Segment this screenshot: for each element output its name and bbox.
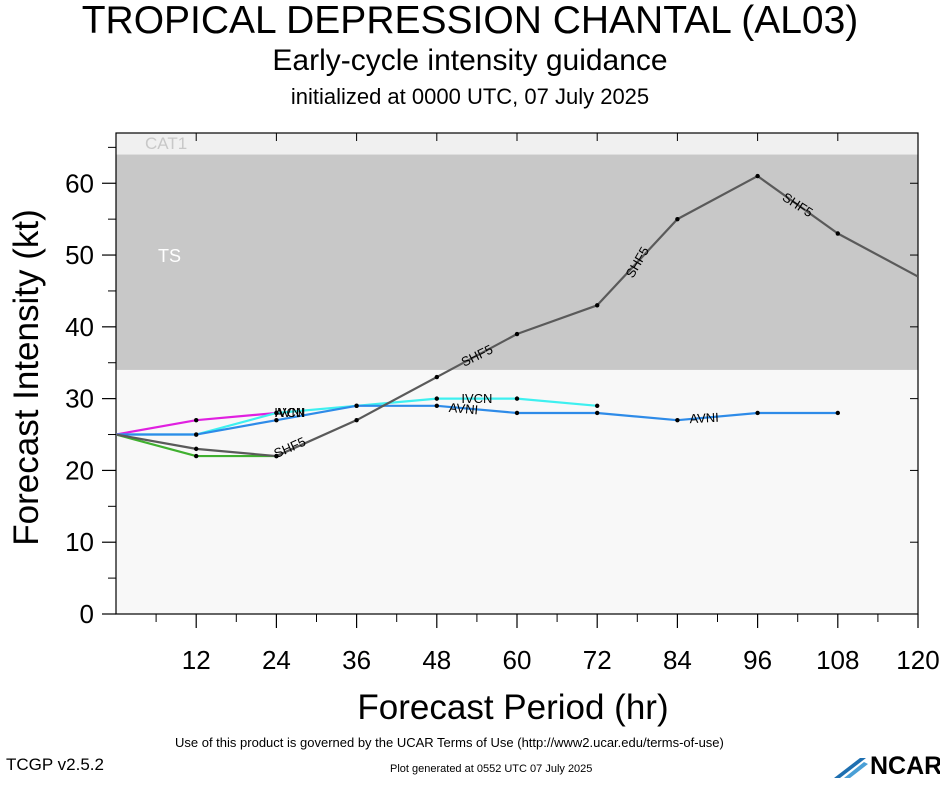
product-version: TCGP v2.5.2 — [6, 755, 104, 774]
data-point — [274, 453, 279, 459]
data-point — [434, 374, 439, 380]
series-line — [116, 404, 838, 436]
generated-time: Plot generated at 0552 UTC 07 July 2025 — [390, 763, 593, 775]
chart-subtitle: Early-cycle intensity guidance — [272, 44, 668, 77]
data-point — [194, 446, 199, 452]
line-label-ivcn: IVCN — [461, 391, 492, 406]
data-point — [835, 231, 840, 236]
terms-of-use-notice: Use of this product is governed by the U… — [175, 735, 724, 750]
line-label-avni: AVNI — [448, 400, 479, 418]
data-point — [675, 417, 680, 423]
line-label-text: IVCN — [461, 391, 492, 406]
y-tick-label: 60 — [65, 168, 94, 198]
data-point — [514, 396, 520, 401]
y-tick-label: 20 — [65, 455, 94, 485]
x-tick-label: 48 — [422, 645, 451, 675]
x-tick-label: 72 — [583, 645, 612, 675]
line-label-ivcn: IVCN — [274, 405, 305, 420]
data-point — [595, 303, 600, 308]
data-point — [194, 453, 199, 459]
line-label-avni: AVNI — [689, 410, 719, 427]
y-axis-title: Forecast Intensity (kt) — [7, 209, 46, 545]
data-point — [354, 417, 359, 423]
x-tick-label: 60 — [503, 645, 532, 675]
series-avni — [116, 403, 840, 437]
data-point — [274, 417, 279, 423]
x-tick-label: 12 — [182, 645, 211, 675]
band-ts — [116, 154, 918, 370]
x-tick-label: 108 — [816, 645, 859, 675]
y-tick-label: 10 — [65, 527, 94, 557]
band-cat1 — [116, 133, 918, 155]
data-point — [514, 410, 520, 416]
chart-init-time: initialized at 0000 UTC, 07 July 2025 — [290, 84, 650, 109]
y-axis: 0 10 20 30 40 50 60 — [65, 146, 918, 629]
ncar-logo-text: NCAR — [870, 752, 940, 780]
data-point — [194, 417, 199, 423]
x-tick-label: 84 — [663, 645, 692, 675]
line-label-avni: AVNI — [275, 405, 304, 420]
line-label-text: AVNI — [448, 400, 479, 418]
data-point — [434, 396, 439, 401]
data-point — [354, 403, 359, 409]
data-point — [595, 410, 600, 416]
data-point — [595, 403, 600, 409]
series-shf5 — [116, 173, 918, 459]
data-point — [514, 331, 520, 337]
x-tick-label: 24 — [262, 645, 291, 675]
data-point — [274, 410, 279, 416]
x-axis-title: Forecast Period (hr) — [357, 688, 668, 727]
line-label-text: AVNI — [689, 410, 719, 427]
data-point — [835, 410, 840, 416]
x-axis: 12 24 36 48 60 72 84 96 108 120 — [155, 133, 940, 675]
data-point — [755, 410, 760, 416]
line-label-text: IVCN — [274, 405, 305, 420]
y-tick-label: 40 — [65, 312, 94, 342]
ncar-logo-icon — [834, 758, 868, 778]
data-point — [755, 173, 760, 179]
y-tick-label: 30 — [65, 384, 94, 414]
ncar-logo: NCAR — [830, 752, 940, 780]
band-label-ts: TS — [158, 246, 181, 266]
y-tick-label: 0 — [80, 599, 94, 629]
band-label-cat1: CAT1 — [145, 134, 187, 153]
x-tick-label: 120 — [896, 645, 939, 675]
line-label-text: AVNI — [275, 405, 304, 420]
data-point — [194, 432, 199, 437]
data-point — [434, 403, 439, 409]
chart-title: TROPICAL DEPRESSION CHANTAL (AL03) — [81, 0, 859, 42]
data-point — [675, 216, 680, 222]
y-tick-label: 50 — [65, 240, 94, 270]
x-tick-label: 96 — [743, 645, 772, 675]
x-tick-label: 36 — [342, 645, 371, 675]
